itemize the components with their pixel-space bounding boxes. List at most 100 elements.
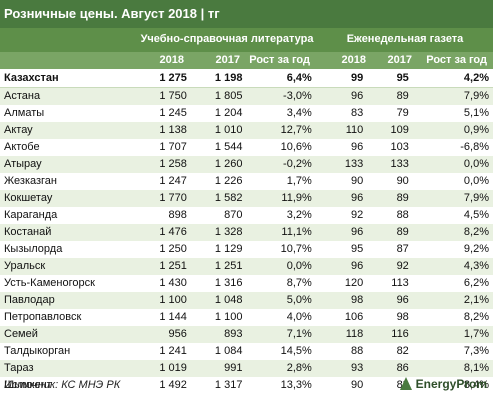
- cell-news-2018: 90: [315, 377, 368, 394]
- cell-lit-2018: 1 245: [143, 105, 191, 122]
- table-row: Казахстан 1 275 1 198 6,4% 99 95 4,2%: [0, 70, 493, 88]
- cell-lit-growth: 3,4%: [246, 105, 316, 122]
- cell-lit-2018: 1 275: [143, 70, 191, 88]
- cell-news-2018: 83: [315, 105, 368, 122]
- cell-news-growth: 2,1%: [412, 292, 493, 309]
- cell-lit-2017: 1 328: [190, 224, 247, 241]
- cell-news-2018: 93: [315, 360, 368, 377]
- cell-lit-2018: 1 251: [143, 258, 191, 275]
- cell-lit-growth: 1,7%: [246, 173, 316, 190]
- cell-news-growth: 1,7%: [412, 326, 493, 343]
- cell-region: Актау: [0, 122, 144, 139]
- cell-region: Атырау: [0, 156, 144, 173]
- cell-news-growth: 7,3%: [412, 343, 493, 360]
- cell-news-2017: 113: [367, 275, 413, 292]
- cell-news-growth: 7,9%: [412, 87, 493, 105]
- cell-lit-growth: 11,9%: [246, 190, 316, 207]
- cell-region: Актобе: [0, 139, 144, 156]
- cell-news-2018: 96: [315, 87, 368, 105]
- table-row: Кызылорда 1 250 1 129 10,7% 95 87 9,2%: [0, 241, 493, 258]
- cell-region: Кызылорда: [0, 241, 144, 258]
- cell-lit-2017: 1 010: [190, 122, 247, 139]
- cell-lit-2018: 1 258: [143, 156, 191, 173]
- cell-news-2017: 90: [367, 173, 413, 190]
- cell-lit-growth: 8,7%: [246, 275, 316, 292]
- cell-news-2017: 86: [367, 360, 413, 377]
- subheader-band: [0, 52, 493, 69]
- logo-triangle-icon: [399, 377, 413, 391]
- table-row: Павлодар 1 100 1 048 5,0% 98 96 2,1%: [0, 292, 493, 309]
- cell-news-2017: 95: [367, 70, 413, 88]
- subheader-2017-literature: 2017: [215, 54, 240, 66]
- cell-lit-2018: 1 241: [143, 343, 191, 360]
- cell-region: Караганда: [0, 207, 144, 224]
- cell-lit-growth: 0,0%: [246, 258, 316, 275]
- cell-news-2018: 99: [315, 70, 368, 88]
- cell-news-2018: 96: [315, 258, 368, 275]
- cell-news-2017: 133: [367, 156, 413, 173]
- group-header-newspaper: Еженедельная газета: [346, 33, 464, 45]
- cell-region: Талдыкорган: [0, 343, 144, 360]
- cell-region: Жезказган: [0, 173, 144, 190]
- table-row: Атырау 1 258 1 260 -0,2% 133 133 0,0%: [0, 156, 493, 173]
- cell-lit-2017: 1 317: [190, 377, 247, 394]
- table-row: Кокшетау 1 770 1 582 11,9% 96 89 7,9%: [0, 190, 493, 207]
- cell-lit-2018: 898: [143, 207, 191, 224]
- cell-lit-growth: 11,1%: [246, 224, 316, 241]
- cell-region: Казахстан: [0, 70, 144, 88]
- cell-lit-2017: 1 048: [190, 292, 247, 309]
- cell-region: Семей: [0, 326, 144, 343]
- cell-region: Уральск: [0, 258, 144, 275]
- cell-news-2018: 120: [315, 275, 368, 292]
- cell-news-2017: 96: [367, 292, 413, 309]
- source-note: Источник: КС МНЭ РК: [4, 379, 121, 391]
- cell-news-growth: 8,1%: [412, 360, 493, 377]
- cell-news-2018: 110: [315, 122, 368, 139]
- cell-news-2018: 133: [315, 156, 368, 173]
- table-row: Актобе 1 707 1 544 10,6% 96 103 -6,8%: [0, 139, 493, 156]
- table-row: Караганда 898 870 3,2% 92 88 4,5%: [0, 207, 493, 224]
- cell-news-2018: 92: [315, 207, 368, 224]
- cell-lit-2018: 1 492: [143, 377, 191, 394]
- cell-news-2017: 109: [367, 122, 413, 139]
- cell-news-2017: 89: [367, 224, 413, 241]
- cell-lit-growth: 6,4%: [246, 70, 316, 88]
- cell-lit-2018: 1 750: [143, 87, 191, 105]
- cell-lit-2017: 893: [190, 326, 247, 343]
- cell-lit-2017: 870: [190, 207, 247, 224]
- cell-news-2018: 96: [315, 224, 368, 241]
- table-row: Астана 1 750 1 805 -3,0% 96 89 7,9%: [0, 87, 493, 105]
- cell-news-2018: 90: [315, 173, 368, 190]
- cell-region: Костанай: [0, 224, 144, 241]
- table-row: Талдыкорган 1 241 1 084 14,5% 88 82 7,3%: [0, 343, 493, 360]
- cell-news-growth: 8,2%: [412, 224, 493, 241]
- cell-lit-2018: 1 707: [143, 139, 191, 156]
- cell-lit-growth: 2,8%: [246, 360, 316, 377]
- subheader-growth-newspaper: Рост за год: [426, 54, 487, 66]
- cell-lit-2018: 1 019: [143, 360, 191, 377]
- cell-news-2017: 88: [367, 207, 413, 224]
- table-row: Костанай 1 476 1 328 11,1% 96 89 8,2%: [0, 224, 493, 241]
- subheader-2018-newspaper: 2018: [341, 54, 366, 66]
- cell-news-growth: 6,2%: [412, 275, 493, 292]
- cell-region: Петропавловск: [0, 309, 144, 326]
- cell-region: Павлодар: [0, 292, 144, 309]
- subheader-2017-newspaper: 2017: [387, 54, 412, 66]
- cell-region: Астана: [0, 87, 144, 105]
- cell-lit-2017: 1 204: [190, 105, 247, 122]
- cell-news-2017: 79: [367, 105, 413, 122]
- cell-lit-2018: 1 247: [143, 173, 191, 190]
- group-header-band: [0, 28, 493, 52]
- cell-lit-growth: 7,1%: [246, 326, 316, 343]
- cell-lit-2017: 1 544: [190, 139, 247, 156]
- cell-news-growth: 0,9%: [412, 122, 493, 139]
- subheader-2018-literature: 2018: [159, 54, 184, 66]
- cell-news-2018: 106: [315, 309, 368, 326]
- table-row: Жезказган 1 247 1 226 1,7% 90 90 0,0%: [0, 173, 493, 190]
- price-table: Казахстан 1 275 1 198 6,4% 99 95 4,2% Астана 1 7…: [0, 70, 493, 394]
- logo-text: EnergyProm: [415, 377, 487, 391]
- cell-lit-2017: 1 226: [190, 173, 247, 190]
- cell-lit-2018: 1 144: [143, 309, 191, 326]
- cell-lit-2017: 1 198: [190, 70, 247, 88]
- cell-lit-growth: 14,5%: [246, 343, 316, 360]
